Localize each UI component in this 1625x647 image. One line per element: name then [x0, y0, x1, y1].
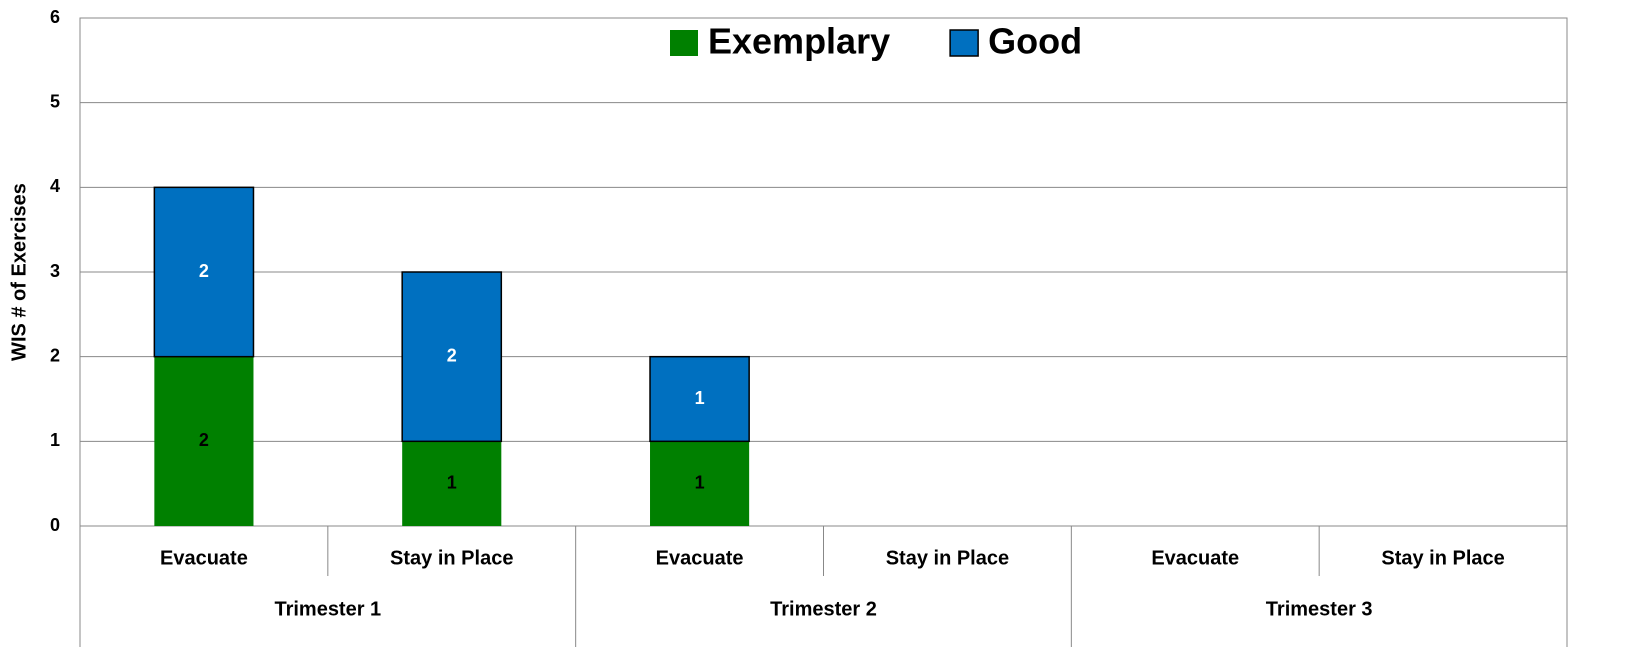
legend-label: Good [988, 21, 1082, 62]
legend-label: Exemplary [708, 21, 890, 62]
legend-swatch [670, 30, 698, 56]
data-label: 2 [199, 430, 209, 450]
x-tick-label: Evacuate [1151, 547, 1239, 569]
data-label: 1 [695, 472, 705, 492]
x-tick-label: Stay in Place [1381, 547, 1504, 569]
y-tick-label: 1 [50, 430, 60, 450]
bar [402, 441, 502, 526]
x-tick-label: Evacuate [656, 547, 744, 569]
y-tick-label: 3 [50, 261, 60, 281]
bar [650, 441, 750, 526]
y-axis-label: WIS # of Exercises [8, 183, 30, 361]
x-tick-label: Evacuate [160, 547, 248, 569]
x-tick-label: Stay in Place [886, 547, 1009, 569]
data-label: 1 [447, 472, 457, 492]
group-label: Trimester 3 [1266, 598, 1373, 620]
y-tick-label: 5 [50, 91, 60, 111]
bar [153, 186, 255, 358]
bar [649, 355, 750, 443]
data-label: 1 [695, 388, 705, 408]
group-label: Trimester 1 [274, 598, 381, 620]
data-label: 2 [447, 345, 457, 365]
y-tick-label: 2 [50, 345, 60, 365]
y-tick-label: 0 [50, 515, 60, 535]
bar [154, 356, 254, 526]
x-tick-label: Stay in Place [390, 547, 513, 569]
y-tick-label: 4 [50, 176, 60, 196]
data-label: 2 [199, 261, 209, 281]
bar [401, 271, 503, 443]
group-label: Trimester 2 [770, 598, 877, 620]
y-tick-label: 6 [50, 7, 60, 27]
legend-swatch [949, 29, 979, 57]
